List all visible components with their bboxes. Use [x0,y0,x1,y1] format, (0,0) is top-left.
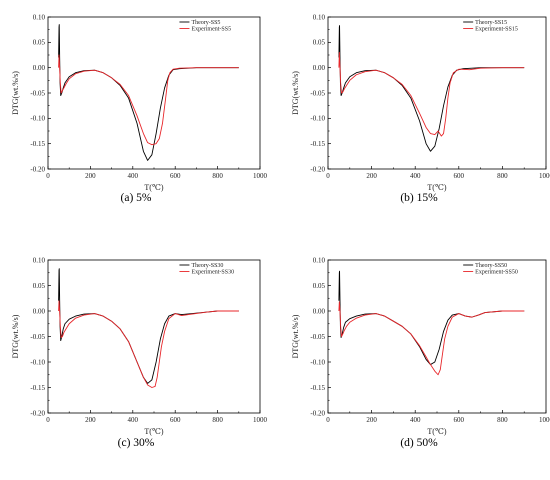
y-tick-label: 0.10 [33,256,46,264]
y-tick-label: 0.00 [33,64,46,72]
x-tick-label: 600 [170,172,181,180]
series-line-theory [58,24,239,161]
legend-label: Experiment-SS30 [191,270,234,276]
legend-label: Theory-SS5 [191,20,220,26]
series-line-theory [338,270,525,365]
x-tick-label: 0 [326,416,330,424]
series-line-experiment [58,54,239,146]
panel-caption: (c) 30% [118,437,155,449]
y-tick-label: -0.20 [310,409,325,417]
y-tick-label: -0.10 [30,115,45,123]
x-tick-label: 1000 [539,416,550,424]
x-tick-label: 0 [46,416,50,424]
x-tick-label: 400 [410,416,421,424]
y-tick-label: 0.05 [33,282,46,290]
y-tick-label: -0.15 [310,140,325,148]
x-tick-label: 800 [212,416,223,424]
y-tick-label: 0.00 [33,307,46,315]
x-tick-label: 200 [85,416,96,424]
series-line-experiment [338,301,525,376]
x-axis-label: T(℃) [427,427,447,436]
chart-panel-4: 0 200 400 600 800 1000 -0.20 -0.15 -0.10 -0.05 0.0… [291,256,550,449]
x-tick-label: 400 [128,172,139,180]
y-tick-label: 0.00 [313,64,326,72]
series-line-theory [58,268,239,384]
x-tick-label: 200 [366,172,377,180]
panel-caption: (b) 15% [400,192,438,204]
y-tick-label: 0.10 [313,256,326,264]
y-tick-label: -0.05 [30,333,45,341]
x-tick-label: 600 [170,416,181,424]
y-tick-label: -0.20 [30,165,45,173]
x-tick-label: 800 [212,172,223,180]
y-tick-label: -0.05 [30,89,45,97]
x-tick-label: 600 [454,416,465,424]
x-tick-label: 800 [497,416,508,424]
y-tick-label: 0.05 [33,39,46,47]
y-axis-label: DTG(wt.%/s) [291,314,300,358]
legend-label: Experiment-SS50 [475,270,518,276]
y-tick-label: -0.15 [30,384,45,392]
series-line-experiment [338,52,525,137]
chart-panel-3: 0 200 400 600 800 1000 -0.20 -0.15 -0.10 -0.05 0.0… [11,256,268,449]
legend-label: Theory-SS50 [475,263,507,269]
y-tick-label: -0.15 [310,384,325,392]
y-tick-label: -0.10 [310,115,325,123]
x-tick-label: 600 [454,172,465,180]
y-tick-label: -0.20 [310,165,325,173]
x-tick-label: 800 [497,172,508,180]
x-tick-label: 1000 [253,416,268,424]
y-axis-label: DTG(wt.%/s) [11,314,20,358]
x-axis-label: T(℃) [144,427,164,436]
chart-panel-1: 0 200 400 600 800 1000 -0.20 -0.15 -0.10 -0.05 0.0… [11,13,268,204]
x-tick-label: 0 [326,172,330,180]
y-tick-label: -0.05 [310,89,325,97]
x-tick-label: 0 [46,172,50,180]
y-tick-label: -0.10 [30,358,45,366]
series-line-experiment [58,300,239,388]
y-axis-label: DTG(wt.%/s) [11,71,20,115]
y-tick-label: 0.05 [313,282,326,290]
plot-frame [327,259,547,414]
x-tick-label: 1000 [253,172,268,180]
y-tick-label: -0.10 [310,358,325,366]
x-tick-label: 200 [366,416,377,424]
y-tick-label: -0.20 [30,409,45,417]
x-tick-label: 400 [410,172,421,180]
x-tick-label: 1000 [539,172,550,180]
y-tick-label: 0.05 [313,39,326,47]
y-axis-label: DTG(wt.%/s) [291,71,300,115]
legend-label: Theory-SS30 [191,263,223,269]
x-tick-label: 200 [85,172,96,180]
y-tick-label: 0.00 [313,307,326,315]
y-tick-label: -0.15 [30,140,45,148]
series-line-theory [338,25,525,152]
y-tick-label: 0.10 [33,13,46,21]
y-tick-label: -0.05 [310,333,325,341]
x-axis-label: T(℃) [427,183,447,192]
chart-panel-2: 0 200 400 600 800 1000 -0.20 -0.15 -0.10 -0.05 0.0… [291,13,550,204]
legend-label: Theory-SS15 [475,20,507,26]
x-tick-label: 400 [128,416,139,424]
plot-frame [327,16,547,170]
x-axis-label: T(℃) [144,183,164,192]
panel-caption: (d) 50% [400,437,438,449]
plot-frame [47,259,261,414]
legend-label: Experiment-SS15 [475,27,518,33]
panel-caption: (a) 5% [121,192,152,204]
y-tick-label: 0.10 [313,13,326,21]
legend-label: Experiment-SS5 [191,27,231,33]
